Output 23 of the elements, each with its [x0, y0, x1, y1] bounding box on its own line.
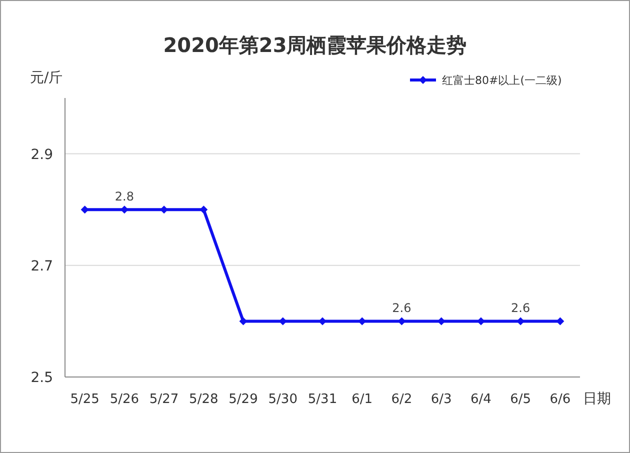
x-tick-label: 5/25: [70, 392, 100, 407]
y-tick-label: 2.5: [30, 370, 53, 386]
x-tick-label: 6/5: [510, 392, 532, 407]
x-axis-title: 日期: [583, 391, 611, 407]
data-label: 2.6: [392, 301, 412, 316]
x-tick-label: 6/4: [470, 392, 492, 407]
y-axis-title: 元/斤: [30, 70, 63, 86]
x-tick-label: 5/29: [228, 392, 258, 407]
x-tick-label: 6/1: [352, 392, 373, 407]
data-label: 2.8: [114, 190, 134, 204]
x-tick-label: 6/2: [391, 392, 412, 407]
chart-title: 2020年第23周栖霞苹果价格走势: [163, 33, 467, 57]
x-tick-label: 5/27: [149, 392, 179, 407]
x-tick-label: 5/28: [189, 392, 218, 407]
y-tick-label: 2.9: [30, 146, 53, 163]
data-label: 2.6: [511, 301, 530, 316]
x-tick-label: 6/3: [430, 392, 452, 407]
x-tick-label: 5/30: [268, 392, 298, 407]
x-tick-label: 5/31: [308, 392, 338, 407]
legend-label: 红富士80#以上(一二级): [442, 74, 562, 87]
x-tick-label: 5/26: [110, 392, 140, 407]
y-tick-label: 2.7: [30, 258, 53, 274]
x-tick-label: 6/6: [550, 392, 571, 407]
